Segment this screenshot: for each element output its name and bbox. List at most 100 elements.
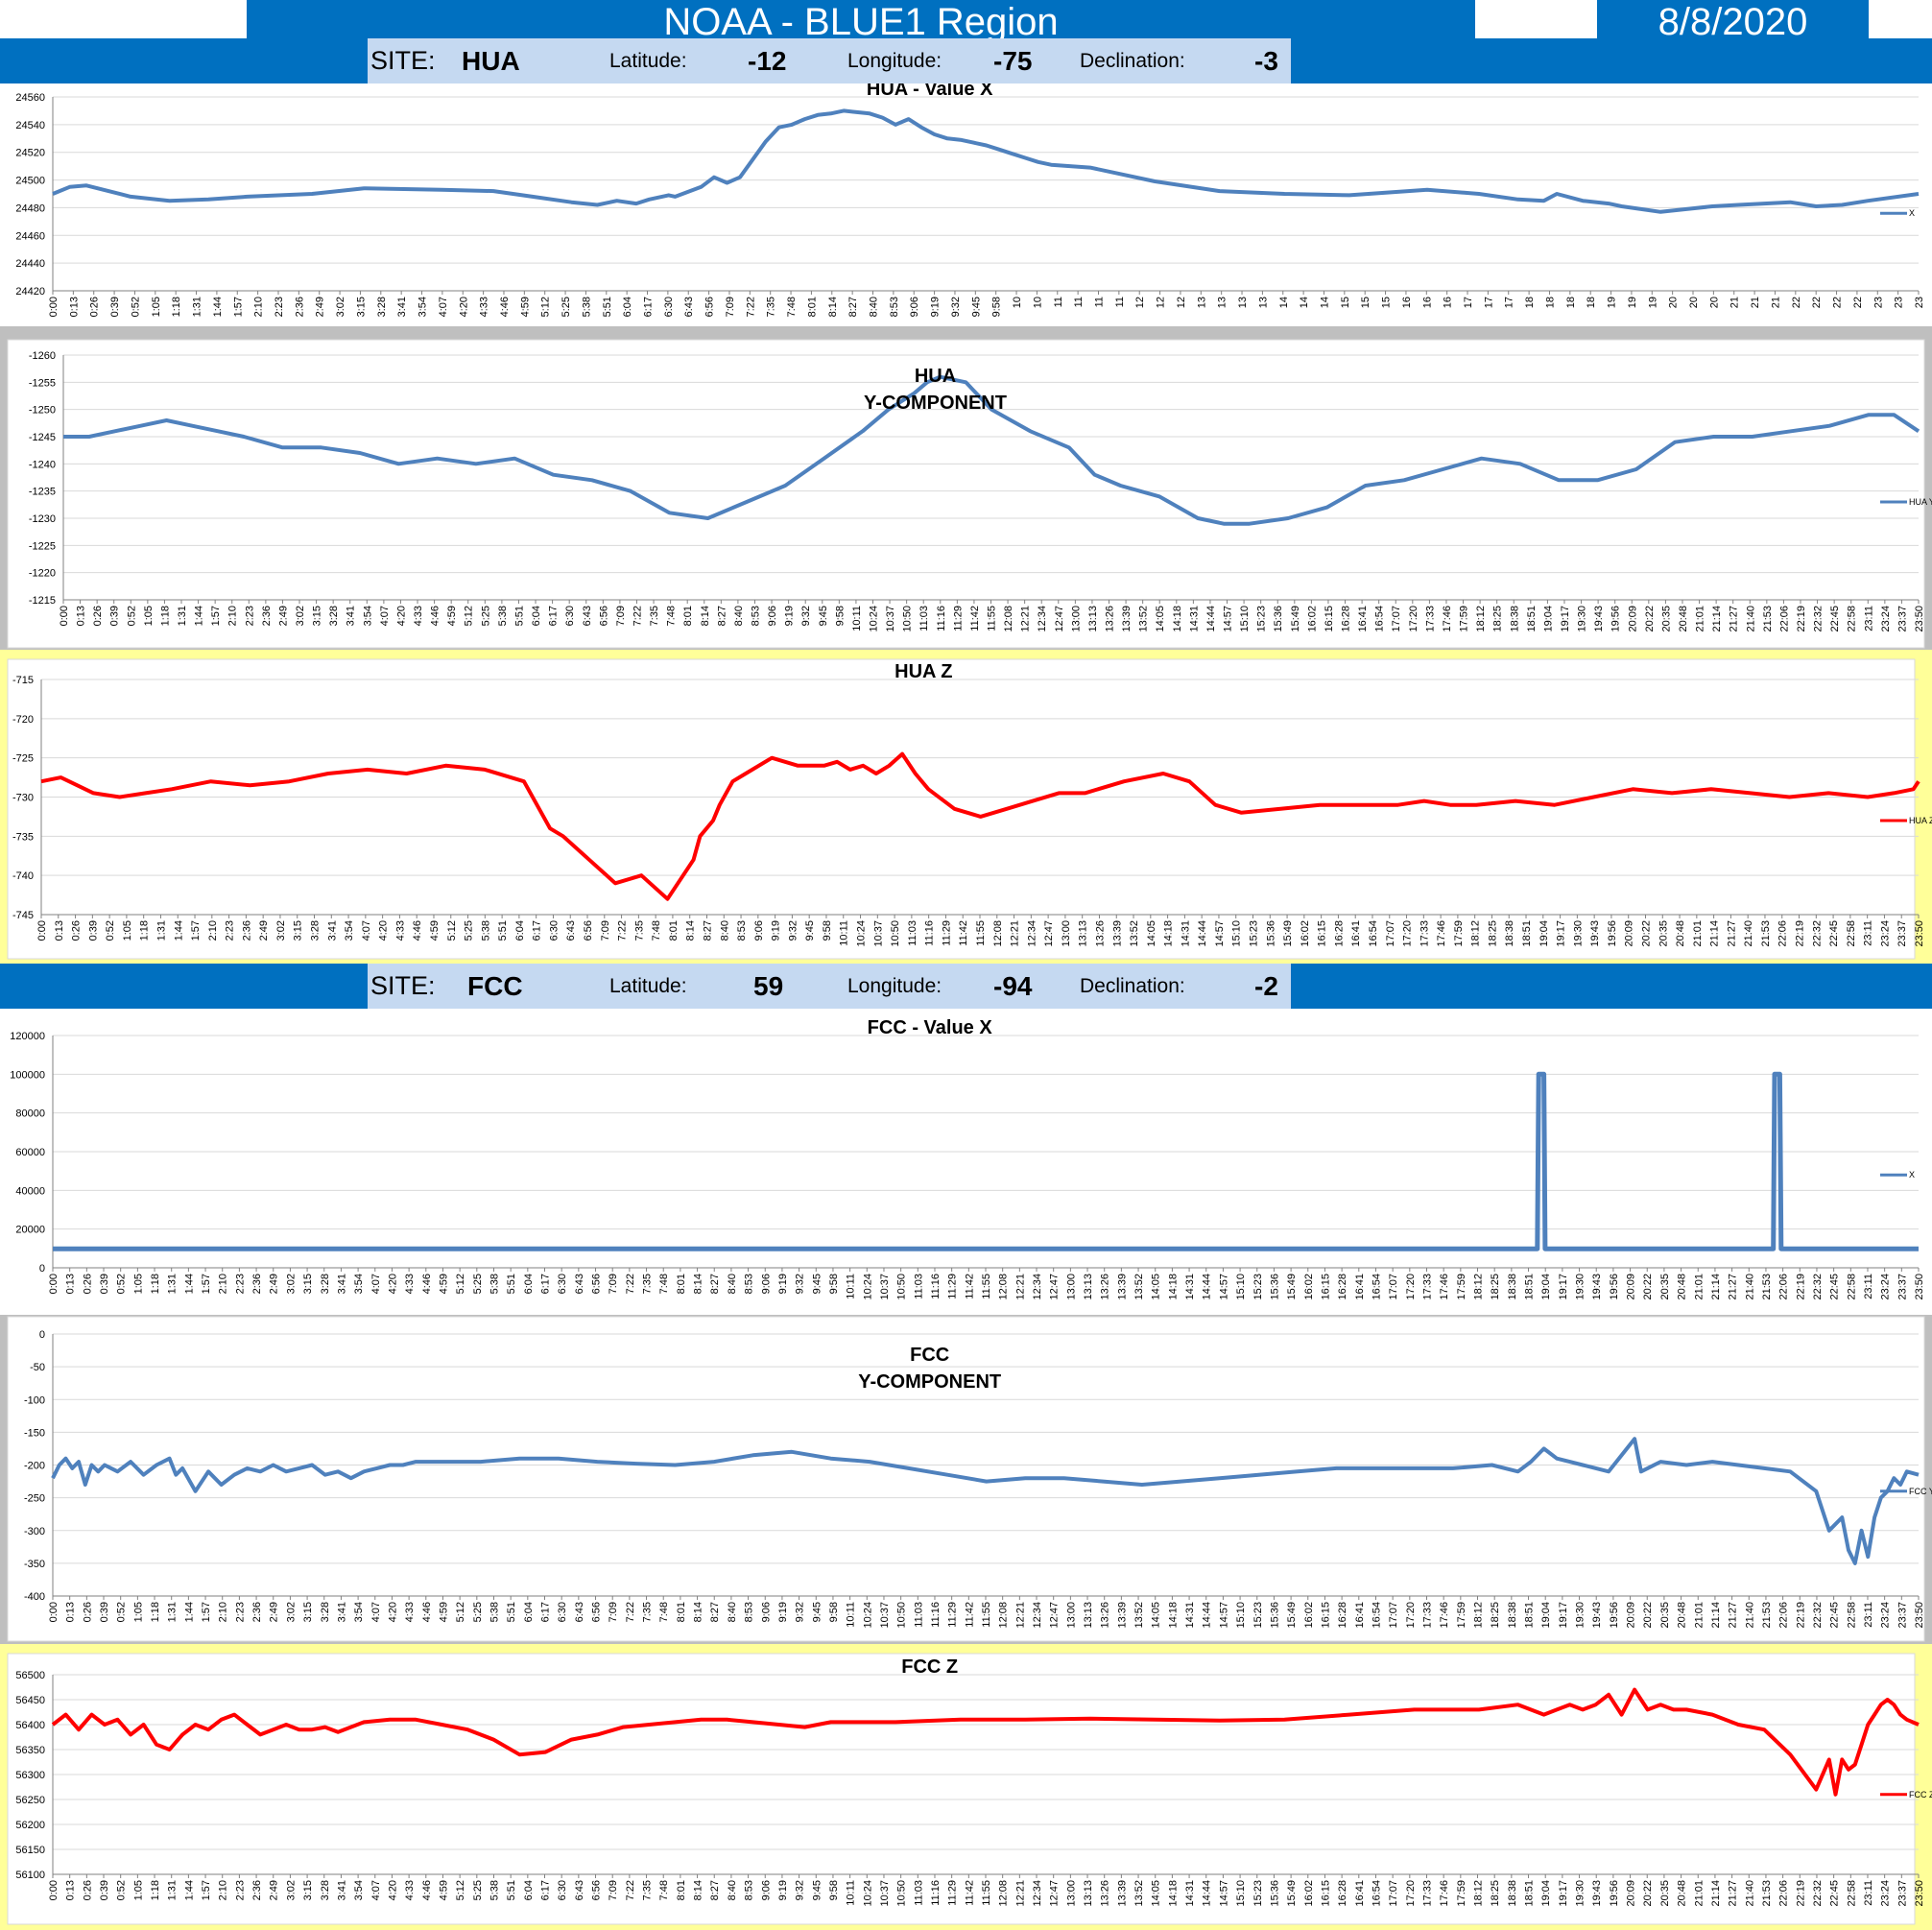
x-tick-label: 21:14 (1710, 1602, 1722, 1629)
x-tick-label: 17:59 (1459, 606, 1470, 632)
x-tick-label: 22:06 (1778, 1274, 1790, 1300)
x-tick-label: 14:44 (1202, 1602, 1213, 1629)
banner-right-blank (1869, 0, 1932, 38)
x-tick-label: 14:18 (1172, 606, 1183, 632)
x-tick-label: 17:46 (1439, 1880, 1450, 1907)
y-tick-label: -1260 (29, 350, 56, 362)
x-tick-label: 11:42 (969, 606, 981, 631)
x-tick-label: 7:48 (658, 1880, 670, 1900)
x-tick-label: 21:53 (1761, 1602, 1773, 1629)
x-tick-label: 9:45 (811, 1880, 823, 1900)
y-tick-label: -1215 (29, 595, 56, 607)
x-tick-label: 7:09 (608, 1880, 619, 1900)
x-tick-label: 1:05 (122, 920, 133, 941)
x-tick-label: 17:07 (1388, 1602, 1399, 1629)
x-tick-label: 22:45 (1829, 1602, 1841, 1629)
longitude-label: Longitude: (847, 975, 942, 997)
x-tick-label: 9:45 (804, 920, 816, 941)
x-tick-label: 19:43 (1593, 606, 1605, 632)
x-tick-label: 2:10 (207, 920, 219, 941)
x-tick-label: 0:26 (92, 606, 104, 626)
x-tick-label: 22:45 (1828, 920, 1840, 947)
x-tick-label: 1:57 (190, 920, 202, 941)
x-tick-label: 2:49 (269, 1274, 280, 1294)
x-tick-label: 19:43 (1591, 1602, 1603, 1629)
x-tick-label: 13 (1257, 297, 1269, 308)
chart-hua-y-svg: -1260 -1255 -1250 -1245 -1240 -1235 -1230 -1225… (0, 326, 1932, 650)
x-tick-label: 14:31 (1180, 920, 1191, 947)
x-tick-label: 15 (1360, 297, 1371, 308)
x-tick-label: 23:24 (1879, 920, 1891, 947)
x-tick-label: 18:51 (1524, 1602, 1536, 1629)
x-tick-label: 4:46 (412, 920, 423, 941)
x-tick-label: 17:33 (1421, 1274, 1433, 1300)
x-tick-label: 7:09 (608, 1274, 619, 1294)
chart-title: HUA Z (894, 661, 952, 682)
x-tick-label: 2:36 (294, 297, 305, 317)
x-tick-label: 22:58 (1846, 920, 1857, 947)
x-tick-label: 3:28 (376, 297, 388, 317)
chart-title: Y-COMPONENT (858, 1371, 1001, 1393)
x-tick-label: 17:33 (1421, 1602, 1433, 1629)
x-tick-label: 13 (1196, 297, 1207, 308)
x-tick-label: 8:14 (685, 920, 697, 941)
x-tick-label: 2:10 (218, 1274, 229, 1294)
x-tick-label: 22:58 (1846, 1274, 1857, 1300)
x-tick-label: 10:11 (846, 1602, 857, 1628)
chart-hua-y: -1260 -1255 -1250 -1245 -1240 -1235 -1230 -1225… (0, 326, 1932, 650)
x-tick-label: 1:44 (183, 1880, 195, 1900)
x-tick-label: 11:42 (964, 1602, 975, 1628)
x-tick-label: 3:41 (336, 1274, 347, 1294)
x-tick-label: 13:00 (1065, 1880, 1077, 1907)
banner-left-blank (0, 0, 247, 38)
y-tick-label: -350 (24, 1559, 45, 1570)
x-tick-label: 18:51 (1526, 606, 1538, 632)
x-tick-label: 11 (1073, 297, 1085, 307)
x-tick-label: 9:19 (777, 1602, 789, 1622)
x-tick-label: 9:45 (970, 297, 982, 317)
x-tick-label: 7:35 (642, 1880, 654, 1900)
x-tick-label: 9:19 (777, 1274, 789, 1294)
x-tick-label: 7:09 (615, 606, 627, 626)
x-tick-label: 20:35 (1659, 1880, 1671, 1907)
x-tick-label: 12:08 (998, 1274, 1010, 1300)
x-tick-label: 8:40 (869, 297, 880, 317)
y-tick-label: -720 (12, 714, 34, 726)
x-tick-label: 1:05 (132, 1602, 144, 1622)
x-tick-label: 17:07 (1391, 606, 1402, 632)
x-tick-label: 0:13 (76, 606, 87, 626)
x-tick-label: 14:05 (1151, 1602, 1162, 1629)
x-tick-label: 16:28 (1341, 606, 1352, 632)
x-tick-label: 16:41 (1354, 1274, 1366, 1300)
y-tick-label: 56100 (15, 1870, 45, 1881)
x-tick-label: 9:32 (950, 297, 962, 317)
x-tick-label: 6:17 (540, 1602, 552, 1622)
x-tick-label: 4:46 (430, 606, 441, 626)
x-tick-label: 17:59 (1453, 920, 1465, 947)
x-tick-label: 23:11 (1863, 1880, 1874, 1906)
x-tick-label: 8:40 (727, 1274, 738, 1294)
x-tick-label: 16:54 (1368, 920, 1379, 947)
x-tick-label: 0:52 (130, 297, 141, 317)
x-tick-label: 6:43 (574, 1274, 585, 1294)
x-tick-label: 0:00 (48, 297, 60, 317)
x-tick-label: 20:48 (1677, 1274, 1688, 1300)
x-tick-label: 17:46 (1439, 1602, 1450, 1629)
x-tick-label: 1:31 (167, 1880, 179, 1900)
x-tick-label: 15:49 (1282, 920, 1294, 947)
x-tick-label: 14:57 (1218, 1274, 1229, 1300)
x-tick-label: 20:09 (1627, 606, 1638, 632)
x-tick-label: 5:38 (480, 920, 491, 941)
x-tick-label: 1:57 (201, 1274, 212, 1294)
x-tick-label: 15:49 (1286, 1274, 1298, 1300)
x-tick-label: 22:06 (1778, 1880, 1790, 1907)
x-tick-label: 19:56 (1607, 920, 1618, 947)
x-tick-label: 16:15 (1317, 920, 1328, 947)
series-line (63, 374, 1920, 526)
x-tick-label: 8:01 (676, 1880, 687, 1900)
x-tick-label: 22 (1791, 297, 1802, 308)
x-tick-label: 3:15 (302, 1274, 314, 1294)
x-tick-label: 14:05 (1146, 920, 1157, 947)
x-tick-label: 7:22 (617, 920, 629, 941)
x-tick-label: 4:20 (387, 1274, 398, 1294)
